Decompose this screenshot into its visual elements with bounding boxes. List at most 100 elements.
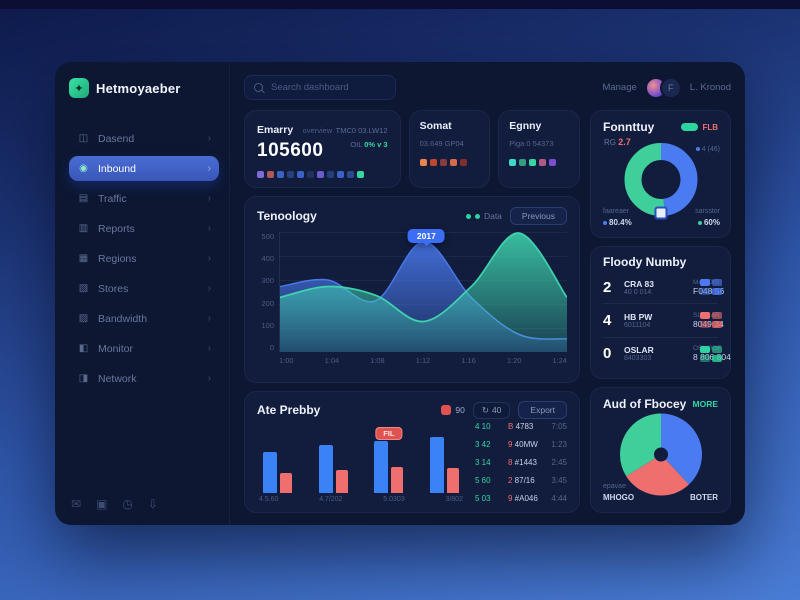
avatar-dots [257, 171, 388, 178]
right-column: Fonnttuy FLB RG 2.7 [590, 110, 731, 513]
status-badges [700, 279, 722, 296]
pie-label-br: BOTER [690, 493, 718, 502]
chevron-right-icon: › [207, 193, 211, 204]
sidebar-item-regions[interactable]: ▦ Regions › [69, 246, 219, 271]
avatar-secondary[interactable]: F [659, 76, 682, 99]
sidebar-item-monitor[interactable]: ◧ Monitor › [69, 336, 219, 361]
refresh-button[interactable]: ↻ 40 [472, 401, 511, 419]
blue-dot-icon [603, 220, 607, 225]
priority-row: 0OSLAR8403303OSHOOF8 806 804 [603, 336, 731, 370]
secondary-red-bar [280, 473, 292, 493]
secondary-red-bar [446, 468, 459, 493]
secondary-red-bar [391, 467, 404, 493]
inbound-icon: ◉ [79, 163, 88, 174]
color-dot [509, 159, 517, 166]
sidebar-item-label: Inbound [98, 162, 136, 175]
sidebar-item-reports[interactable]: ▥ Reports › [69, 216, 219, 241]
stat-sub: Piga 0 54373 [509, 139, 554, 148]
toggle-switch[interactable] [681, 123, 699, 131]
chevron-right-icon: › [207, 253, 211, 264]
sidebar-item-label: Monitor [98, 342, 134, 355]
chevron-right-icon: › [207, 283, 211, 294]
sidebar-item-bandwidth[interactable]: ▨ Bandwidth › [69, 306, 219, 331]
chart-title: Tenoology [257, 209, 317, 223]
chat-icon[interactable]: ✉ [71, 497, 82, 511]
donut-panel-title: Fonnttuy [603, 120, 655, 134]
sidebar-item-traffic[interactable]: ▤ Traffic › [69, 186, 219, 211]
color-dot [357, 171, 364, 178]
stat-card-primary: Emarry overview 105600 TMC0 03.LW12 OIL … [244, 110, 401, 188]
bar-group [318, 445, 348, 493]
stat-sub: 03.649 GP04 [419, 139, 464, 148]
table-row: 3 42 9 40MW 1:23 [475, 440, 567, 449]
color-dot [529, 159, 537, 166]
table-row: 5 60 2 87/16 3:45 [475, 476, 567, 485]
green-dot-icon [697, 220, 702, 225]
x-axis: 1:00 1:04 1:08 1:12 1:16 1:20 1:24 [279, 356, 567, 365]
download-icon[interactable]: ⇩ [147, 497, 158, 511]
stats-row: Emarry overview 105600 TMC0 03.LW12 OIL … [244, 110, 580, 188]
bar-chart: FIL 4.5.60 4.7/202 5.0303 3/802 [257, 422, 465, 503]
monitor-icon: ◧ [78, 343, 89, 354]
sidebar-item-stores[interactable]: ▧ Stores › [69, 276, 219, 301]
stat-title: Somat [419, 120, 452, 132]
search-bar[interactable] [244, 75, 396, 100]
traffic-icon: ▤ [78, 193, 89, 204]
color-dot [337, 171, 344, 178]
stat-card-somat: Somat 03.649 GP04 [408, 110, 491, 188]
color-dot [257, 171, 264, 178]
bar-group [263, 452, 292, 493]
stat-meta: TMC0 03.LW12 OIL 0% v 3 [336, 120, 388, 167]
sidebar-item-label: Bandwidth [98, 312, 148, 325]
refresh-icon: ↻ [481, 404, 489, 415]
mini-table: 4 10 B 4783 7:05 3 42 9 40MW 1:23 3 14 8 #1443 2… [465, 422, 567, 503]
color-dot [297, 171, 304, 178]
chart-legend: Data [465, 211, 502, 221]
previous-button[interactable]: Previous [509, 207, 567, 225]
apps-icon[interactable]: ▣ [96, 497, 108, 511]
export-button[interactable]: Export [518, 401, 567, 419]
status-dots [419, 159, 480, 166]
stat-note: overview [302, 126, 333, 135]
y-axis: 500 400 300 200 100 0 [261, 232, 274, 352]
sidebar-nav: ◫ Dasend › ◉ Inbound › ▤ Traffic › ▥ Reports › ▦ Regi… [69, 126, 219, 391]
bottom-panel: Ate Prebby 90 ↻ 40 Export FIL [244, 391, 580, 513]
color-dot [429, 159, 437, 166]
sidebar-item-label: Traffic [98, 192, 127, 205]
color-dot [347, 171, 354, 178]
color-dot [539, 159, 547, 166]
logo-icon: ✦ [69, 78, 89, 98]
history-icon[interactable]: ◷ [122, 497, 133, 511]
chevron-right-icon: › [207, 133, 211, 144]
more-link[interactable]: MORE [692, 399, 719, 409]
sidebar-footer-icons: ✉ ▣ ◷ ⇩ [69, 495, 219, 513]
main-chart-panel: Tenoology Data Previous 500 400 300 200 100 0 [244, 196, 580, 383]
sidebar-item-network[interactable]: ◨ Network › [69, 366, 219, 391]
donut-label-bl: faareaer 80.4% [603, 207, 632, 227]
manage-label[interactable]: Manage [602, 82, 637, 93]
left-column: Emarry overview 105600 TMC0 03.LW12 OIL … [244, 110, 580, 513]
sidebar-item-inbound[interactable]: ◉ Inbound › [69, 156, 219, 181]
dashboard-window: ✦ Hetmoyaeber ◫ Dasend › ◉ Inbound › ▤ Traffic ›… [55, 62, 745, 525]
stat-title: Emarry [257, 124, 294, 136]
regions-icon: ▦ [78, 253, 89, 264]
chart-tooltip: 2017 [407, 229, 445, 243]
donut-panel: Fonnttuy FLB RG 2.7 [590, 110, 731, 238]
pie-panel-title: Aud of Fbocey [603, 397, 687, 411]
topbar-right: Manage F L. Kronod [602, 76, 731, 99]
stat-meta-green: 0% v 3 [364, 139, 388, 149]
topbar: Manage F L. Kronod [244, 74, 731, 101]
search-input[interactable] [269, 81, 386, 94]
primary-blue-bar [429, 437, 444, 493]
color-dot [549, 159, 557, 166]
status-badges [700, 312, 722, 329]
sidebar-item-dasend[interactable]: ◫ Dasend › [69, 126, 219, 151]
color-dot [519, 159, 527, 166]
status-dots [509, 159, 569, 166]
alert-icon [441, 405, 452, 415]
chevron-right-icon: › [207, 313, 211, 324]
logo: ✦ Hetmoyaeber [69, 78, 219, 98]
pie-panel: Aud of Fbocey MORE epavae MHOGO BOTER [590, 387, 731, 513]
